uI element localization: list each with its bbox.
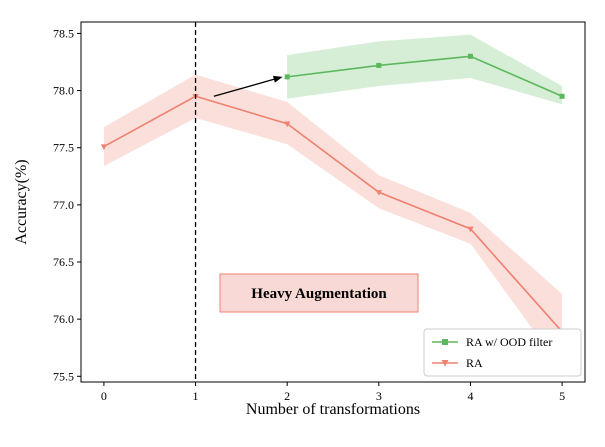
data-point [376,62,382,68]
y-tick-label: 76.0 [53,312,74,326]
x-tick-label: 0 [101,389,107,403]
annotation-box: Heavy Augmentation [219,273,419,313]
y-tick-label: 76.5 [53,255,74,269]
series-1-band [103,74,563,370]
y-tick-label: 78.5 [53,26,74,40]
y-tick-label: 77.0 [53,198,74,212]
annotation-box-text: Heavy Augmentation [251,286,387,302]
x-axis-label: Number of transformations [246,401,420,418]
y-axis-label: Accuracy(%) [13,159,30,244]
plot-frame [80,21,586,383]
series-1-line [103,95,563,333]
y-tick-label: 77.5 [53,141,74,155]
legend-marker-ra [441,360,449,367]
data-point [467,53,473,59]
x-tick-label: 5 [559,389,565,403]
x-tick-label: 4 [467,389,473,403]
y-tick-label: 78.0 [53,84,74,98]
legend-label-ra: RA [466,356,483,370]
data-point [467,226,474,233]
axis-ticks: 0 1 2 3 4 5 75.5 76.0 76.5 77.0 77.5 78.0 78.5 [53,26,565,403]
legend: RA w/ OOD filter RA [423,328,582,377]
arrow-shaft [213,78,275,97]
data-point [559,93,565,99]
x-tick-label: 1 [193,389,199,403]
data-point [283,121,291,128]
x-tick-label: 3 [376,389,382,403]
data-point [375,190,383,196]
data-point [100,144,108,150]
series-0 [284,34,565,105]
y-tick-label: 75.5 [53,369,74,383]
x-tick-label: 2 [284,389,290,403]
series-0-band [287,34,563,105]
legend-marker-ood [442,339,448,345]
legend-label-ood: RA w/ OOD filter [466,335,552,349]
data-point [284,74,290,80]
arrow-head [272,75,283,83]
legend-frame [423,328,582,377]
annotation-box-background [219,273,419,313]
series-1 [100,74,566,370]
series-0-line [287,55,563,98]
